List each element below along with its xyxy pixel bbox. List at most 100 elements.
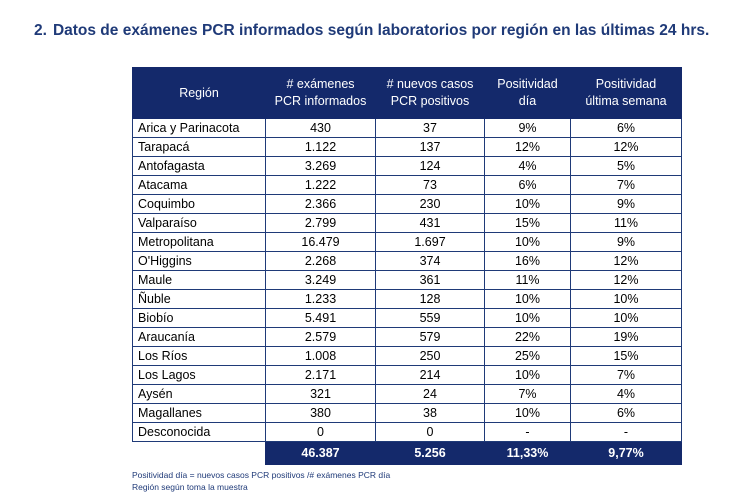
table-row: Araucanía 2.579 579 22% 19% [132, 327, 682, 347]
region-cell: Arica y Parinacota [132, 118, 266, 138]
header-new-cases-line: # nuevos casos [386, 77, 474, 91]
new-cases-cell: 214 [375, 365, 485, 385]
exams-cell: 1.008 [265, 346, 376, 366]
table-row: Los Ríos 1.008 250 25% 15% [132, 346, 682, 366]
new-cases-cell: 431 [375, 213, 485, 233]
table-row: Aysén 321 24 7% 4% [132, 384, 682, 404]
section-title: 2. Datos de exámenes PCR informados según… [34, 22, 709, 40]
positivity-day-cell: 7% [484, 384, 571, 404]
table-row: Maule 3.249 361 11% 12% [132, 270, 682, 290]
region-cell: Ñuble [132, 289, 266, 309]
new-cases-cell: 579 [375, 327, 485, 347]
header-positivity-week-line: Positividad [595, 77, 657, 91]
region-cell: Valparaíso [132, 213, 266, 233]
table-row: Antofagasta 3.269 124 4% 5% [132, 156, 682, 176]
positivity-day-cell: 10% [484, 194, 571, 214]
positivity-week-cell: 7% [570, 175, 682, 195]
header-exams-line: PCR informados [274, 94, 367, 108]
exams-cell: 3.249 [265, 270, 376, 290]
new-cases-cell: 0 [375, 422, 485, 442]
totals-row: 46.387 5.256 11,33% 9,77% [132, 441, 682, 465]
region-cell: Antofagasta [132, 156, 266, 176]
new-cases-cell: 137 [375, 137, 485, 157]
table-row: Arica y Parinacota 430 37 9% 6% [132, 118, 682, 138]
positivity-week-cell: 7% [570, 365, 682, 385]
positivity-day-cell: 4% [484, 156, 571, 176]
positivity-day-cell: 6% [484, 175, 571, 195]
region-cell: Atacama [132, 175, 266, 195]
positivity-week-cell: - [570, 422, 682, 442]
exams-cell: 380 [265, 403, 376, 423]
new-cases-cell: 250 [375, 346, 485, 366]
header-region-line: Región [179, 85, 219, 100]
positivity-week-cell: 19% [570, 327, 682, 347]
exams-cell: 1.122 [265, 137, 376, 157]
new-cases-cell: 1.697 [375, 232, 485, 252]
table-row: Biobío 5.491 559 10% 10% [132, 308, 682, 328]
region-cell: Desconocida [132, 422, 266, 442]
new-cases-cell: 128 [375, 289, 485, 309]
positivity-week-cell: 12% [570, 137, 682, 157]
positivity-day-cell: 10% [484, 365, 571, 385]
positivity-week-cell: 6% [570, 118, 682, 138]
table-row: Metropolitana 16.479 1.697 10% 9% [132, 232, 682, 252]
region-cell: Metropolitana [132, 232, 266, 252]
header-exams: # exámenes PCR informados [265, 67, 376, 119]
header-positivity-day-line: día [518, 94, 537, 108]
exams-cell: 2.366 [265, 194, 376, 214]
header-positivity-week: Positividad última semana [570, 67, 682, 119]
region-cell: Aysén [132, 384, 266, 404]
positivity-week-cell: 6% [570, 403, 682, 423]
new-cases-cell: 361 [375, 270, 485, 290]
positivity-day-cell: 16% [484, 251, 571, 271]
region-cell: Araucanía [132, 327, 266, 347]
table-row: Valparaíso 2.799 431 15% 11% [132, 213, 682, 233]
exams-cell: 0 [265, 422, 376, 442]
header-new-cases-line: PCR positivos [390, 94, 470, 108]
exams-cell: 2.268 [265, 251, 376, 271]
new-cases-cell: 374 [375, 251, 485, 271]
positivity-day-cell: 25% [484, 346, 571, 366]
footnote-positivity: Positividad día = nuevos casos PCR posit… [132, 470, 391, 480]
exams-cell: 1.222 [265, 175, 376, 195]
positivity-week-cell: 10% [570, 308, 682, 328]
region-cell: Magallanes [132, 403, 266, 423]
positivity-week-cell: 9% [570, 232, 682, 252]
total-positivity-week-cell: 9,77% [570, 441, 682, 465]
new-cases-cell: 559 [375, 308, 485, 328]
table-row: Magallanes 380 38 10% 6% [132, 403, 682, 423]
region-cell: Coquimbo [132, 194, 266, 214]
exams-cell: 2.579 [265, 327, 376, 347]
positivity-week-cell: 11% [570, 213, 682, 233]
header-positivity-day-line: Positividad [497, 77, 558, 91]
table-row: Coquimbo 2.366 230 10% 9% [132, 194, 682, 214]
region-cell: Tarapacá [132, 137, 266, 157]
table-header-row: Región # exámenes PCR informados # nuevos c… [132, 67, 682, 119]
region-cell: Los Ríos [132, 346, 266, 366]
positivity-week-cell: 5% [570, 156, 682, 176]
positivity-week-cell: 9% [570, 194, 682, 214]
total-new-cases-cell: 5.256 [375, 441, 485, 465]
positivity-week-cell: 10% [570, 289, 682, 309]
positivity-day-cell: 11% [484, 270, 571, 290]
positivity-day-cell: - [484, 422, 571, 442]
footnote-region: Región según toma la muestra [132, 482, 248, 492]
header-positivity-week-line: última semana [585, 94, 667, 108]
section-title-text: Datos de exámenes PCR informados según l… [52, 22, 710, 39]
exams-cell: 430 [265, 118, 376, 138]
exams-cell: 321 [265, 384, 376, 404]
table-row: Atacama 1.222 73 6% 7% [132, 175, 682, 195]
positivity-day-cell: 10% [484, 232, 571, 252]
new-cases-cell: 37 [375, 118, 485, 138]
exams-cell: 2.799 [265, 213, 376, 233]
exams-cell: 1.233 [265, 289, 376, 309]
positivity-week-cell: 4% [570, 384, 682, 404]
exams-cell: 3.269 [265, 156, 376, 176]
positivity-week-cell: 12% [570, 270, 682, 290]
table-row: Tarapacá 1.122 137 12% 12% [132, 137, 682, 157]
region-cell: Los Lagos [132, 365, 266, 385]
table-body: Arica y Parinacota 430 37 9% 6% Tarapacá 1.122… [132, 118, 682, 465]
header-new-cases: # nuevos casos PCR positivos [375, 67, 485, 119]
totals-blank-cell [132, 441, 266, 465]
positivity-day-cell: 10% [484, 403, 571, 423]
